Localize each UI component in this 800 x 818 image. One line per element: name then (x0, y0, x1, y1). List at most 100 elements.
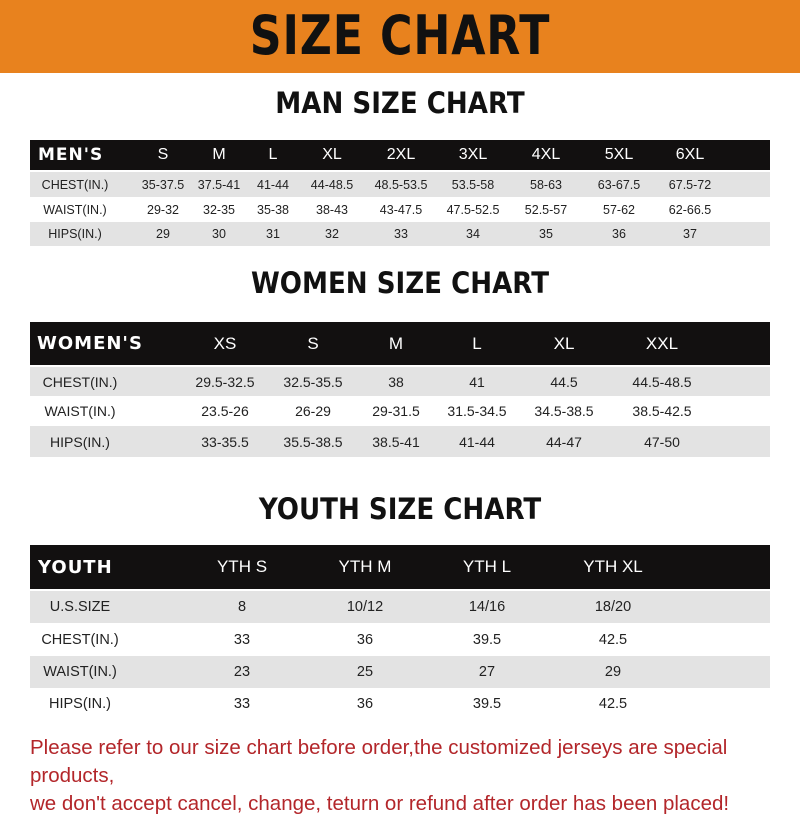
size-value: 35-37.5 (141, 177, 185, 192)
measurement-label: HIPS(IN.) (48, 227, 102, 241)
size-value: 33 (233, 696, 251, 712)
table-corner-label: YOUTH (38, 556, 113, 578)
table-corner-label: MEN'S (38, 145, 104, 165)
size-value: 43-47.5 (379, 202, 423, 217)
men-section-title: MAN SIZE CHART (275, 86, 525, 120)
size-header: XL (553, 333, 575, 353)
size-header: XL (322, 146, 342, 163)
size-value: 36 (356, 631, 374, 648)
size-value: 10/12 (346, 599, 384, 615)
size-value: 62-66.5 (668, 202, 712, 217)
size-value: 47-50 (644, 433, 680, 450)
size-value: 31 (266, 227, 280, 241)
size-value: 35-38 (257, 202, 289, 217)
size-value: 39.5 (472, 631, 502, 648)
size-value: 38-43 (316, 202, 348, 217)
size-value: 42.5 (598, 631, 628, 648)
size-header: YTH L (462, 557, 512, 576)
size-value: 36 (356, 696, 374, 712)
table-row: U.S.SIZE 8 10/12 14/16 18/20 (30, 591, 770, 623)
size-value: 39.5 (472, 696, 502, 712)
header-row: WOMEN'S XS S M L XL XXL (30, 322, 770, 365)
measurement-label: WAIST(IN.) (43, 664, 117, 680)
header-row: YOUTH YTH S YTH M YTH L YTH XL (30, 545, 770, 589)
notice-line-1: Please refer to our size chart before or… (30, 736, 728, 787)
size-value: 37.5-41 (197, 177, 241, 192)
size-value: 63-67.5 (597, 177, 641, 192)
women-section-title: WOMEN SIZE CHART (251, 266, 549, 300)
size-header: L (268, 146, 278, 163)
size-header: YTH M (338, 557, 392, 576)
size-value: 29 (156, 227, 170, 241)
table-row: CHEST(IN.) 29.5-32.5 32.5-35.5 38 41 44.5 44.5… (30, 367, 770, 396)
size-value: 30 (212, 227, 226, 241)
size-value: 29 (604, 664, 622, 680)
size-value: 44.5 (550, 373, 578, 390)
size-header: 5XL (604, 146, 634, 163)
size-header: YTH S (216, 557, 268, 576)
measurement-label: CHEST(IN.) (41, 177, 109, 192)
measurement-label: HIPS(IN.) (50, 433, 110, 450)
size-value: 38.5-42.5 (632, 403, 692, 419)
notice-line-2: we don't accept cancel, change, teturn o… (30, 792, 730, 815)
size-value: 41 (469, 373, 485, 390)
measurement-label: WAIST(IN.) (44, 403, 116, 419)
size-value: 38.5-41 (372, 433, 420, 450)
size-value: 44.5-48.5 (632, 373, 692, 390)
size-value: 57-62 (603, 202, 635, 217)
page-title: SIZE CHART (249, 4, 551, 67)
header-row: MEN'S S M L XL 2XL 3XL 4XL 5XL 6XL (30, 140, 770, 170)
size-header: M (212, 146, 226, 163)
size-value: 32-35 (203, 202, 235, 217)
table-row: HIPS(IN.) 29 30 31 32 33 34 35 36 37 (30, 222, 770, 246)
measurement-label: CHEST(IN.) (41, 631, 119, 648)
measurement-label: CHEST(IN.) (42, 373, 118, 390)
size-value: 27 (478, 664, 496, 680)
measurement-label: HIPS(IN.) (48, 696, 112, 712)
size-header: 2XL (386, 146, 416, 163)
size-value: 41-44 (257, 177, 289, 192)
size-header: 3XL (458, 146, 488, 163)
size-header: YTH XL (583, 557, 643, 576)
size-header: S (157, 146, 169, 163)
size-value: 34 (466, 227, 480, 241)
size-value: 18/20 (594, 599, 632, 615)
size-value: 23.5-26 (201, 403, 249, 419)
table-row: HIPS(IN.) 33-35.5 35.5-38.5 38.5-41 41-44 44-… (30, 426, 770, 457)
table-row: CHEST(IN.) 35-37.5 37.5-41 41-44 44-48.5 48.5… (30, 172, 770, 197)
table-row: WAIST(IN.) 29-32 32-35 35-38 38-43 43-47.5 47.… (30, 197, 770, 222)
size-value: 41-44 (459, 433, 495, 450)
size-value: 32.5-35.5 (283, 373, 343, 390)
order-notice: Please refer to our size chart before or… (30, 734, 790, 818)
size-chart-banner: SIZE CHART (0, 0, 800, 73)
size-header: 6XL (675, 146, 705, 163)
youth-section-title: YOUTH SIZE CHART (258, 492, 542, 526)
size-value: 14/16 (468, 599, 506, 615)
size-value: 33-35.5 (201, 433, 249, 450)
size-value: 34.5-38.5 (534, 403, 594, 419)
size-header: XXL (645, 333, 679, 353)
size-value: 29.5-32.5 (195, 373, 255, 390)
size-value: 31.5-34.5 (447, 403, 507, 419)
size-value: 8 (237, 599, 247, 615)
size-value: 47.5-52.5 (446, 202, 500, 217)
size-value: 44-47 (546, 433, 582, 450)
size-header: M (388, 333, 404, 353)
size-value: 33 (233, 631, 251, 648)
size-value: 53.5-58 (451, 177, 495, 192)
size-header: L (472, 333, 482, 353)
size-value: 33 (394, 227, 408, 241)
size-value: 67.5-72 (668, 177, 712, 192)
table-row: HIPS(IN.) 33 36 39.5 42.5 (30, 688, 770, 720)
table-corner-label: WOMEN'S (37, 333, 143, 354)
size-value: 52.5-57 (524, 202, 568, 217)
size-value: 37 (683, 227, 697, 241)
size-value: 32 (325, 227, 339, 241)
table-row: WAIST(IN.) 23 25 27 29 (30, 656, 770, 688)
measurement-label: U.S.SIZE (49, 599, 111, 615)
size-value: 42.5 (598, 696, 628, 712)
size-value: 48.5-53.5 (374, 177, 428, 192)
size-value: 36 (612, 227, 626, 241)
size-value: 35 (539, 227, 553, 241)
size-value: 25 (356, 664, 374, 680)
